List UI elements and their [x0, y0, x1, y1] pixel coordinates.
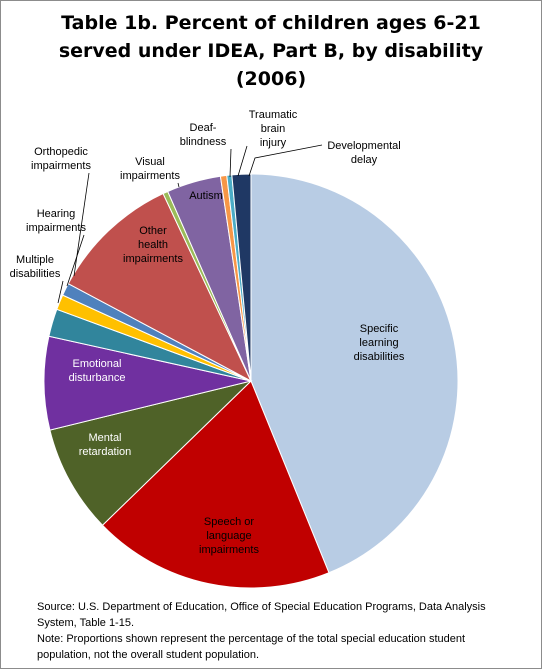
- slice-label-7-line-2: impairments: [31, 160, 91, 172]
- leader-line-12: [237, 145, 248, 177]
- slice-label-2-line-2: language: [206, 530, 251, 542]
- pie-slice-1: [250, 173, 459, 574]
- source-note: Source: U.S. Department of Education, Of…: [37, 601, 486, 629]
- slice-label-5-line-2: disabilities: [10, 268, 61, 280]
- pie-slice-13: [231, 173, 252, 382]
- slice-label-2-line-3: impairments: [199, 544, 259, 556]
- slice-label-10-line-1: Autism: [189, 190, 223, 202]
- slice-label-1-line-2: learning: [359, 337, 398, 349]
- slice-label-11: Deaf-blindness: [180, 122, 227, 148]
- slice-label-5: Multiple disabilities: [10, 254, 61, 280]
- slice-label-8: Other health impairments: [123, 225, 183, 265]
- slice-label-7-line-1: Orthopedic: [34, 146, 88, 158]
- slice-label-3-line-1: Mental: [88, 432, 121, 444]
- slice-label-12-line-3: injury: [260, 137, 287, 149]
- leader-line-11: [229, 148, 232, 178]
- slice-label-1-line-1: Specific: [360, 323, 399, 335]
- slice-label-1: Specific learning disabilities: [354, 323, 405, 363]
- leader-line-7: [73, 172, 90, 277]
- slice-label-2: Speech or language impairments: [199, 516, 259, 556]
- slice-label-10: Autism: [189, 190, 223, 202]
- leader-line-9: [177, 182, 180, 188]
- chart-title-line-2: served under IDEA, Part B, by disability: [58, 40, 484, 62]
- slice-label-9-line-2: impairments: [120, 170, 180, 182]
- proportion-note: Note: Proportions shown represent the pe…: [37, 633, 466, 661]
- slice-label-4-line-1: Emotional: [73, 358, 122, 370]
- slice-label-4: Emotional disturbance: [69, 358, 126, 384]
- slice-label-13-line-1: Developmental: [327, 140, 400, 152]
- slice-label-4-line-2: disturbance: [69, 372, 126, 384]
- pie-slice-2: [101, 380, 330, 589]
- slice-label-6-line-2: impairments: [26, 222, 86, 234]
- slice-label-8-line-3: impairments: [123, 253, 183, 265]
- slice-label-3-line-2: retardation: [79, 446, 132, 458]
- chart-title-line-3: (2006): [235, 68, 307, 90]
- slice-label-9-line-1: Visual: [135, 156, 165, 168]
- slice-label-7: Orthopedic impairments: [31, 146, 91, 172]
- pie-slice-3: [49, 380, 253, 526]
- slice-label-13-line-2: delay: [351, 154, 378, 166]
- leader-lines: [57, 144, 323, 304]
- slice-label-11-line-2: blindness: [180, 136, 227, 148]
- slice-label-5-line-1: Multiple: [16, 254, 54, 266]
- slice-label-13: Developmental delay: [327, 140, 400, 166]
- slice-label-6-line-1: Hearing: [37, 208, 76, 220]
- slice-label-9: Visual impairments: [120, 156, 180, 182]
- slice-label-12: Traumatic brain injury: [249, 109, 298, 149]
- chart-notes: Source: U.S. Department of Education, Of…: [37, 599, 507, 663]
- slice-label-1-line-3: disabilities: [354, 351, 405, 363]
- pie-slices: [43, 173, 459, 589]
- slice-label-8-line-1: Other: [139, 225, 167, 237]
- leader-line-5: [57, 280, 64, 304]
- slice-label-12-line-1: Traumatic: [249, 109, 298, 121]
- leader-line-13: [248, 144, 323, 177]
- leader-line-6: [66, 234, 85, 287]
- slice-label-8-line-2: health: [138, 239, 168, 251]
- slice-label-3: Mental retardation: [79, 432, 132, 458]
- pie-slice-8: [67, 192, 253, 383]
- slice-label-2-line-1: Speech or: [204, 516, 254, 528]
- slice-label-11-line-1: Deaf-: [190, 122, 217, 134]
- chart-title-line-1: Table 1b. Percent of children ages 6-21: [61, 12, 481, 34]
- slice-label-12-line-2: brain: [261, 123, 285, 135]
- slice-label-6: Hearing impairments: [26, 208, 86, 234]
- slice-labels: Specific learning disabilities Speech or lan…: [10, 109, 405, 556]
- chart-title: Table 1b. Percent of children ages 6-21 …: [1, 9, 541, 93]
